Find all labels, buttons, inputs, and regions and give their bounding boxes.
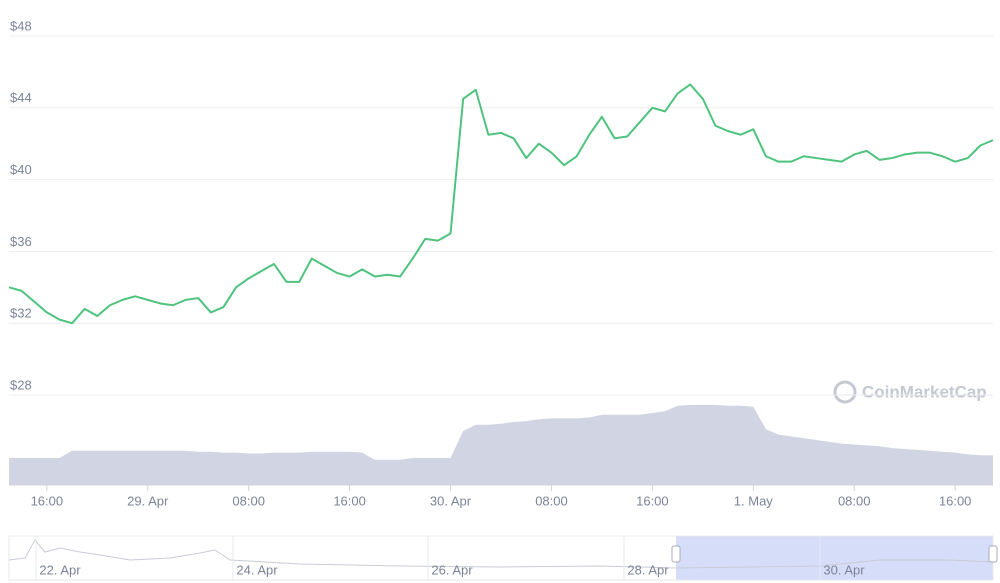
navigator-label: 30. Apr [823, 562, 865, 577]
navigator-handle[interactable] [988, 545, 998, 563]
navigator-label: 26. Apr [431, 562, 473, 577]
navigator-label: 22. Apr [39, 562, 81, 577]
watermark: CoinMarketCap [862, 382, 987, 401]
y-tick-label: $40 [10, 162, 32, 177]
navigator-label: 28. Apr [627, 562, 669, 577]
watermark-logo [833, 380, 857, 404]
x-tick-label: 30. Apr [430, 493, 472, 508]
navigator-line [8, 539, 994, 569]
navigator-handle[interactable] [671, 545, 681, 563]
x-tick-label: 08:00 [838, 493, 871, 508]
y-tick-label: $44 [10, 90, 32, 105]
x-tick-label: 1. May [734, 493, 774, 508]
x-tick-label: 16:00 [333, 493, 366, 508]
navigator-selection[interactable] [676, 536, 993, 580]
navigator-label: 24. Apr [236, 562, 278, 577]
volume-area [9, 404, 993, 485]
x-tick-label: 08:00 [232, 493, 265, 508]
x-tick-label: 08:00 [535, 493, 568, 508]
y-tick-label: $32 [10, 306, 32, 321]
x-tick-label: 29. Apr [127, 493, 169, 508]
y-tick-label: $28 [10, 377, 32, 392]
y-tick-label: $48 [10, 18, 32, 33]
price-line [8, 83, 994, 325]
x-tick-label: 16:00 [636, 493, 669, 508]
y-tick-label: $36 [10, 234, 32, 249]
x-tick-label: 16:00 [31, 493, 64, 508]
x-tick-label: 16:00 [939, 493, 972, 508]
